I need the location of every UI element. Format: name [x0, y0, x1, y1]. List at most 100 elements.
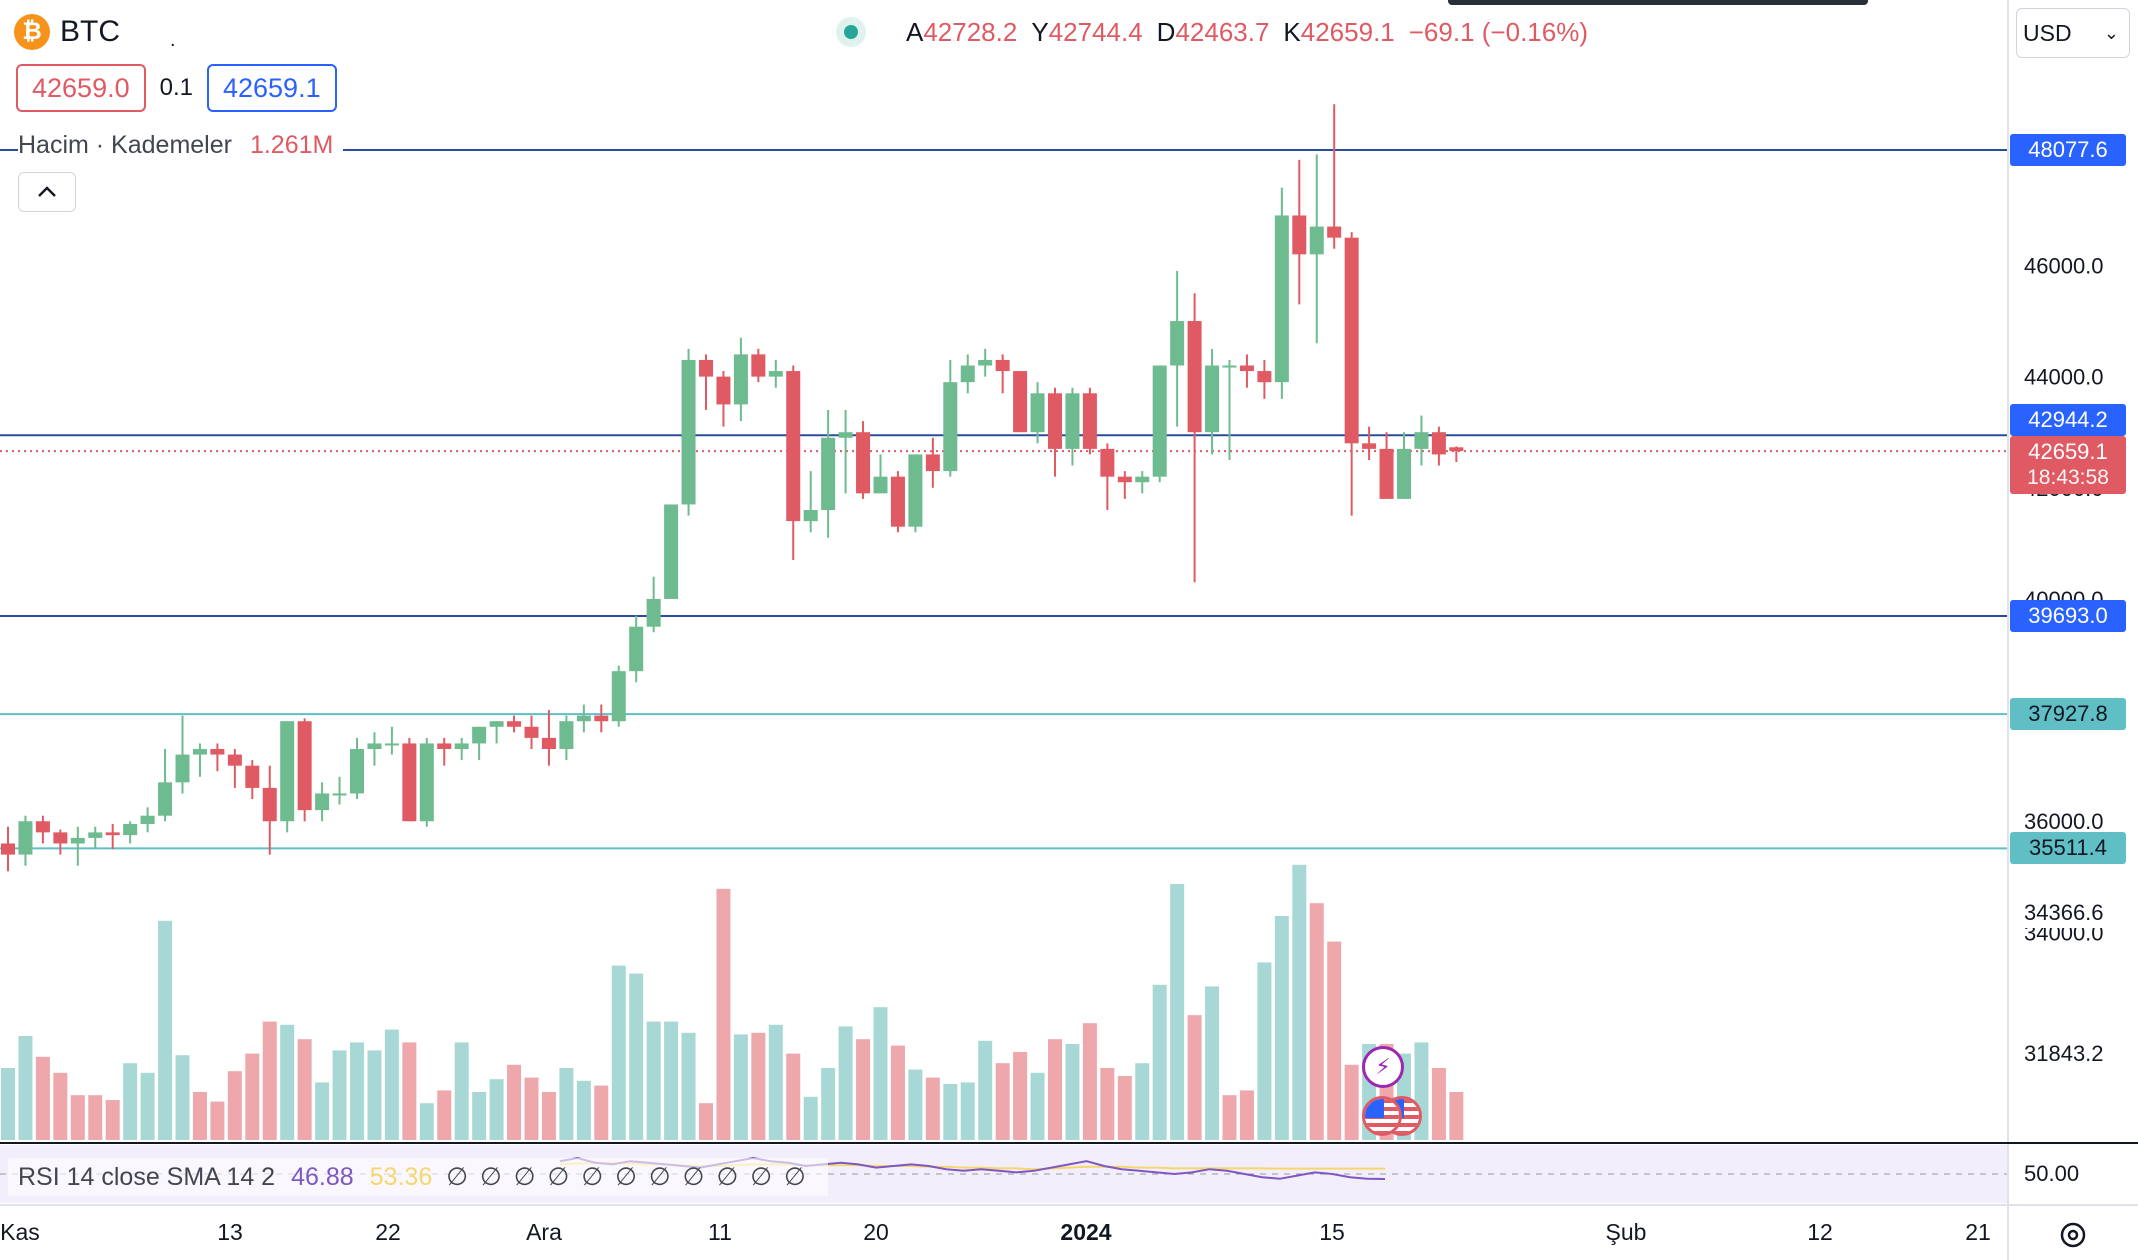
volume-bar: [1048, 1039, 1062, 1140]
volume-bar: [716, 888, 731, 1140]
volume-bar: [245, 1053, 260, 1140]
collapse-legend-button[interactable]: [18, 172, 76, 212]
candle-body: [140, 815, 155, 825]
volume-bar: [629, 973, 644, 1140]
candle-body: [1344, 237, 1359, 444]
chevron-up-icon: [38, 186, 56, 197]
volume-bar: [611, 965, 626, 1140]
candle-body: [786, 371, 801, 522]
level-badge-37927[interactable]: 37927.8: [2010, 698, 2126, 730]
volume-mark-2: 31843.2: [2020, 1039, 2108, 1069]
candle-body: [960, 365, 975, 383]
change-value: −69.1 (−0.16%): [1408, 16, 1588, 47]
rsi-legend[interactable]: RSI 14 close SMA 14 2 46.88 53.36 ∅∅∅∅∅∅…: [8, 1158, 828, 1196]
volume-bar: [1152, 984, 1167, 1140]
ohlc-legend: A 42728.2 Y 42744.4 D 42463.7 K 42659.1 …: [836, 14, 1588, 50]
close-value: 42659.1: [1300, 16, 1395, 47]
candle-body: [1013, 371, 1028, 433]
symbol-name[interactable]: BTC: [60, 15, 120, 48]
volume-bar: [175, 1055, 190, 1140]
candle-body: [1274, 215, 1289, 383]
volume-bars: [1, 864, 1464, 1140]
volume-bar: [437, 1090, 452, 1140]
volume-bar: [1082, 1023, 1097, 1140]
candle-body: [995, 359, 1010, 372]
candle-body: [1152, 365, 1167, 477]
volume-bar: [454, 1042, 469, 1140]
candle-body: [332, 793, 347, 796]
level-badge-35511[interactable]: 35511.4: [2010, 832, 2126, 864]
time-tick-label: 13: [217, 1219, 243, 1245]
candle-body: [978, 359, 993, 366]
candle-body: [227, 754, 242, 766]
candle-body: [35, 821, 50, 833]
volume-bar: [280, 1024, 295, 1140]
volume-bar: [489, 1079, 504, 1140]
sell-button[interactable]: 42659.0: [16, 64, 146, 112]
candle-body: [890, 476, 905, 527]
volume-bar: [768, 1024, 783, 1140]
level-badge-48077[interactable]: 48077.6: [2010, 134, 2126, 166]
low-label: D: [1156, 16, 1176, 47]
time-tick-label: 11: [708, 1219, 732, 1245]
volume-bar: [1292, 864, 1307, 1140]
time-tick-label: 15: [1319, 1219, 1345, 1245]
buy-button[interactable]: 42659.1: [206, 64, 337, 112]
volume-bar: [541, 1092, 556, 1140]
candle-body: [1257, 371, 1272, 383]
volume-bar: [1170, 884, 1185, 1140]
candle-body: [1082, 393, 1097, 449]
candle-body: [507, 721, 522, 727]
volume-bar: [925, 1077, 940, 1140]
bar-countdown: 18:43:58: [2027, 466, 2109, 489]
candle-body: [559, 721, 574, 749]
candle-body: [541, 737, 556, 749]
lightning-icon[interactable]: ⚡: [1362, 1046, 1404, 1088]
candle-body: [1449, 447, 1464, 452]
volume-bar: [507, 1064, 522, 1140]
candle-body: [838, 432, 853, 438]
candle-body: [1, 843, 15, 855]
rsi-null-values: ∅∅∅∅∅∅∅∅∅∅∅: [446, 1163, 818, 1191]
settings-icon[interactable]: [2056, 1218, 2090, 1252]
volume-legend[interactable]: Hacim · Kademeler 1.261M: [18, 128, 344, 162]
candle-body: [1397, 448, 1411, 499]
candle-body: [192, 748, 207, 755]
us-flag-icon[interactable]: [1362, 1096, 1402, 1136]
market-open-icon[interactable]: [836, 17, 866, 47]
level-badge-42944[interactable]: 42944.2: [2010, 404, 2126, 436]
volume-bar: [1309, 903, 1324, 1140]
candle-body: [105, 832, 120, 836]
candle-body: [856, 432, 871, 494]
close-label: K: [1283, 16, 1301, 47]
currency-select[interactable]: USD ⌄: [2016, 8, 2130, 58]
candle-body: [699, 359, 713, 377]
volume-bar: [297, 1039, 312, 1140]
candle-body: [262, 787, 277, 822]
volume-bar: [1187, 1015, 1202, 1140]
volume-bar: [1239, 1090, 1254, 1140]
volume-bar: [1065, 1044, 1080, 1140]
volume-bar: [105, 1100, 120, 1140]
candle-body: [768, 371, 783, 377]
rsi-sma-value: 53.36: [369, 1162, 433, 1191]
low-value: 42463.7: [1175, 16, 1270, 47]
candle-body: [315, 793, 330, 811]
volume-legend-title: Hacim · Kademeler: [18, 130, 232, 159]
candle-body: [1048, 393, 1062, 449]
candle-body: [821, 437, 836, 511]
volume-bar: [1030, 1072, 1045, 1140]
candle-body: [1135, 476, 1150, 483]
volume-bar: [367, 1050, 382, 1140]
trade-buttons: 42659.0 0.1 42659.1: [16, 64, 337, 112]
symbol-row[interactable]: ₿ BTC .: [14, 14, 176, 51]
volume-bar: [123, 1063, 138, 1140]
candle-body: [489, 721, 504, 727]
volume-bar: [140, 1072, 155, 1140]
candle-body: [908, 454, 923, 527]
level-badge-39693[interactable]: 39693.0: [2010, 600, 2126, 632]
candle-body: [245, 765, 260, 788]
candle-body: [1117, 476, 1132, 483]
volume-bar: [35, 1056, 50, 1140]
